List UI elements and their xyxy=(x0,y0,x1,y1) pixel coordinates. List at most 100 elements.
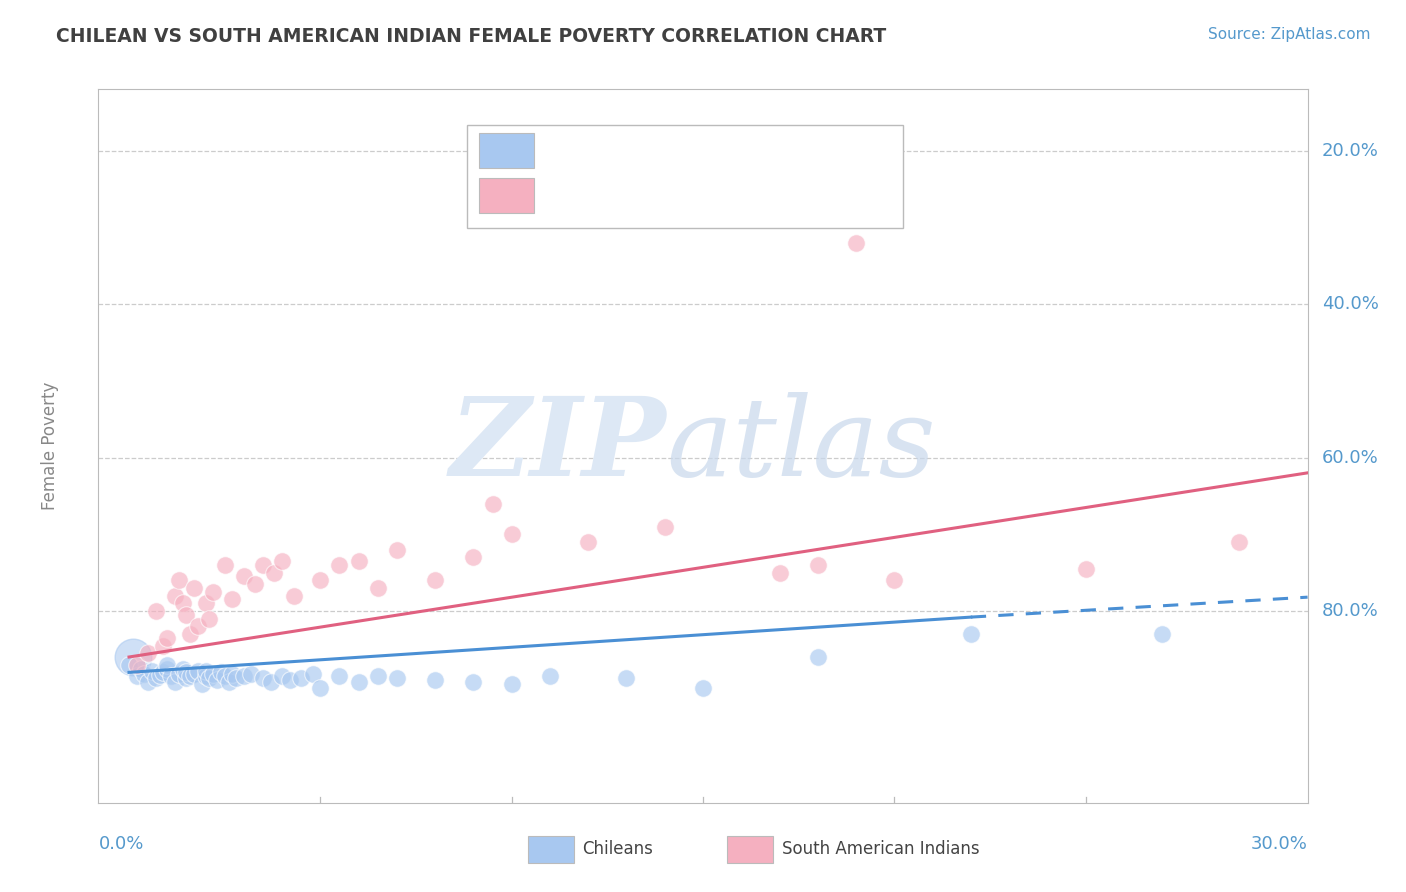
Text: CHILEAN VS SOUTH AMERICAN INDIAN FEMALE POVERTY CORRELATION CHART: CHILEAN VS SOUTH AMERICAN INDIAN FEMALE … xyxy=(56,27,887,45)
Point xyxy=(309,574,332,588)
Point xyxy=(202,584,225,599)
Point xyxy=(328,669,350,683)
Point xyxy=(1227,535,1250,549)
Point xyxy=(187,619,209,633)
Point xyxy=(538,669,561,683)
Point xyxy=(1074,562,1097,576)
Point xyxy=(616,672,638,686)
Point xyxy=(176,672,198,686)
Point xyxy=(463,674,485,689)
Point xyxy=(179,669,201,683)
Point xyxy=(845,235,868,250)
Point xyxy=(232,669,254,683)
Point xyxy=(463,550,485,565)
Point xyxy=(309,681,332,695)
FancyBboxPatch shape xyxy=(467,125,903,228)
Point xyxy=(163,589,186,603)
Point xyxy=(883,574,905,588)
Text: Source: ZipAtlas.com: Source: ZipAtlas.com xyxy=(1208,27,1371,42)
Text: 20.0%: 20.0% xyxy=(1322,142,1379,160)
Point xyxy=(121,650,143,665)
Point xyxy=(125,657,148,672)
Point xyxy=(501,527,523,541)
Point xyxy=(501,677,523,691)
Point xyxy=(271,554,294,568)
Point xyxy=(167,574,190,588)
Point xyxy=(205,673,228,687)
Point xyxy=(183,581,205,595)
Point xyxy=(807,558,830,572)
Text: ZIP: ZIP xyxy=(450,392,666,500)
Point xyxy=(328,558,350,572)
Point xyxy=(198,612,221,626)
Point xyxy=(768,566,790,580)
Point xyxy=(156,657,179,672)
Point xyxy=(118,657,141,672)
Text: 40.0%: 40.0% xyxy=(1322,295,1379,313)
Point xyxy=(190,677,212,691)
Point xyxy=(218,674,240,689)
Point xyxy=(654,519,676,533)
Point xyxy=(134,666,156,681)
Point xyxy=(347,674,370,689)
Point xyxy=(198,672,221,686)
Text: 60.0%: 60.0% xyxy=(1322,449,1379,467)
Point xyxy=(576,535,599,549)
Point xyxy=(423,673,446,687)
Point xyxy=(347,554,370,568)
FancyBboxPatch shape xyxy=(727,837,773,863)
FancyBboxPatch shape xyxy=(479,178,534,212)
Point xyxy=(179,627,201,641)
Point xyxy=(481,497,503,511)
Point xyxy=(176,607,198,622)
Point xyxy=(301,666,323,681)
Point xyxy=(960,627,983,641)
Point xyxy=(290,672,312,686)
Point xyxy=(136,646,159,660)
Point xyxy=(263,566,285,580)
Text: 80.0%: 80.0% xyxy=(1322,602,1379,620)
Point xyxy=(240,666,263,681)
Text: Chileans: Chileans xyxy=(582,840,652,858)
Point xyxy=(167,666,190,681)
Point xyxy=(145,604,167,618)
Point xyxy=(225,672,247,686)
Point xyxy=(194,664,217,678)
Text: R =  0.312    N = 40: R = 0.312 N = 40 xyxy=(550,186,763,204)
Text: R =  0.226    N = 53: R = 0.226 N = 53 xyxy=(550,140,763,160)
Point xyxy=(385,542,408,557)
Point xyxy=(152,665,174,680)
Point xyxy=(156,662,179,676)
Point xyxy=(172,661,194,675)
Point xyxy=(423,574,446,588)
Text: South American Indians: South American Indians xyxy=(782,840,979,858)
Point xyxy=(194,669,217,683)
Point xyxy=(125,669,148,683)
Point xyxy=(202,666,225,681)
FancyBboxPatch shape xyxy=(527,837,574,863)
Point xyxy=(1152,627,1174,641)
Text: 30.0%: 30.0% xyxy=(1251,835,1308,853)
Point xyxy=(136,674,159,689)
Text: atlas: atlas xyxy=(666,392,936,500)
Point xyxy=(278,673,301,687)
Point xyxy=(367,669,389,683)
Point xyxy=(160,669,183,683)
Point xyxy=(187,664,209,678)
Point xyxy=(214,669,236,683)
Text: 0.0%: 0.0% xyxy=(98,835,143,853)
Point xyxy=(172,596,194,610)
FancyBboxPatch shape xyxy=(479,134,534,168)
Point xyxy=(221,592,243,607)
Point xyxy=(183,666,205,681)
Point xyxy=(271,669,294,683)
Point xyxy=(214,558,236,572)
Point xyxy=(152,639,174,653)
Point xyxy=(209,665,232,680)
Point xyxy=(807,650,830,665)
Point xyxy=(385,672,408,686)
Point xyxy=(221,666,243,681)
Point xyxy=(141,664,163,678)
Point xyxy=(163,674,186,689)
Point xyxy=(283,589,305,603)
